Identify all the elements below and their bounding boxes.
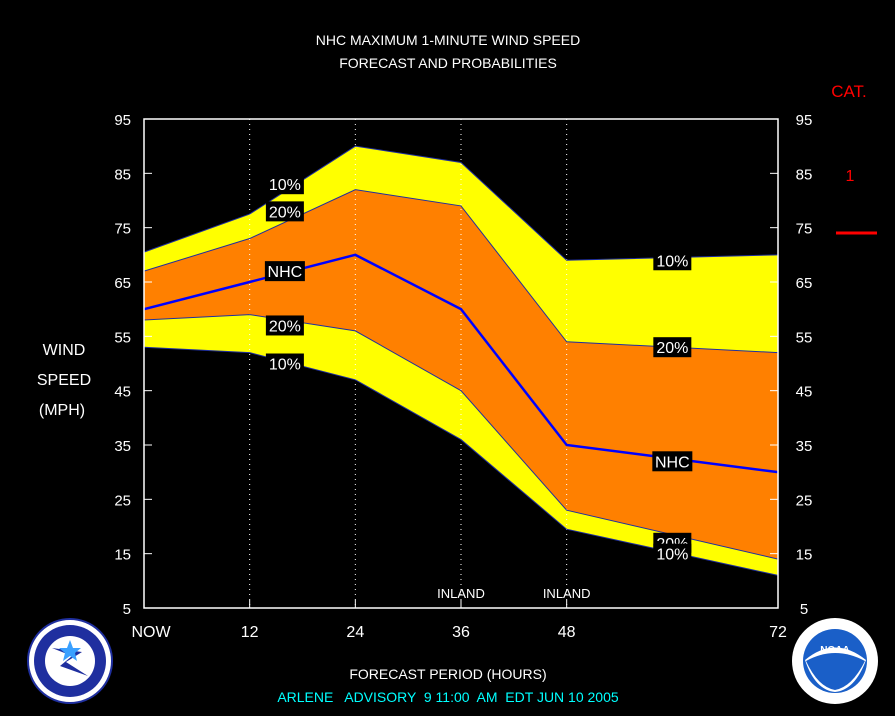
noaa-logo: NOAA <box>792 618 878 704</box>
y-tick-label-right-65: 65 <box>796 275 813 292</box>
probability-bands <box>144 146 778 576</box>
series-label-6: 20% <box>656 340 688 357</box>
inland-label-36: INLAND <box>437 586 485 601</box>
series-line-forecast <box>143 253 779 474</box>
series-label-bg-3 <box>265 315 304 336</box>
series-label-3: 20% <box>269 318 301 335</box>
series-label-1: 20% <box>269 204 301 221</box>
x-tick-label-72: 72 <box>769 624 787 641</box>
y-tick-label-right-95: 95 <box>796 112 813 129</box>
y-tick-label-right-75: 75 <box>796 221 813 238</box>
y-tick-label-right-15: 15 <box>796 547 813 564</box>
y-axis-label-line2: SPEED <box>37 372 91 389</box>
series-label-bg-0 <box>265 174 304 195</box>
category-heading: CAT. <box>831 82 867 101</box>
series-label-7: NHC <box>655 454 690 471</box>
y-tick-label-left-15: 15 <box>114 547 131 564</box>
series-label-bg-2 <box>264 261 305 282</box>
x-axis-ticks: NOW 12 24 36 48 72 <box>131 600 787 641</box>
y-tick-label-right-5: 5 <box>800 601 808 618</box>
x-tick-label-0: NOW <box>131 624 171 641</box>
x-tick-label-24: 24 <box>346 624 364 641</box>
series-label-0: 10% <box>269 177 301 194</box>
y-axis-label-line1: WIND <box>43 342 86 359</box>
y-tick-label-left-45: 45 <box>114 384 131 401</box>
y-tick-label-right-35: 35 <box>796 438 813 455</box>
x-tick-label-48: 48 <box>558 624 576 641</box>
x-axis-label: FORECAST PERIOD (HOURS) <box>349 666 546 682</box>
chart-title-line2: FORECAST AND PROBABILITIES <box>339 55 557 71</box>
y-tick-label-left-35: 35 <box>114 438 131 455</box>
y-tick-label-left-65: 65 <box>114 275 131 292</box>
series-label-bg-6 <box>653 337 692 358</box>
series-label-bg-4 <box>265 353 304 374</box>
y-tick-label-right-25: 25 <box>796 492 813 509</box>
series-label-bg-1 <box>265 201 304 222</box>
chart-title-line1: NHC MAXIMUM 1-MINUTE WIND SPEED <box>316 32 580 48</box>
series-line-upper-10 <box>143 145 779 261</box>
y-tick-label-left-25: 25 <box>114 492 131 509</box>
y-tick-label-left-75: 75 <box>114 221 131 238</box>
series-label-5: 10% <box>656 253 688 270</box>
series-lines <box>143 145 779 576</box>
series-line-lower-10 <box>143 346 779 576</box>
category-value: 1 <box>846 168 855 185</box>
x-tick-label-12: 12 <box>241 624 259 641</box>
y-tick-label-left-5: 5 <box>123 601 131 618</box>
series-label-bg-7 <box>652 451 693 472</box>
series-label-4: 10% <box>269 357 301 374</box>
nws-logo <box>27 618 113 704</box>
y-tick-label-right-85: 85 <box>796 166 813 183</box>
y-axis-label-line3: (MPH) <box>39 402 85 419</box>
series-label-bg-9 <box>653 543 692 564</box>
noaa-logo-text: NOAA <box>820 645 849 656</box>
series-label-9: 10% <box>656 547 688 564</box>
y-tick-label-left-85: 85 <box>114 166 131 183</box>
series-line-lower-20 <box>143 314 779 560</box>
y-tick-label-right-45: 45 <box>796 384 813 401</box>
y-tick-label-right-55: 55 <box>796 329 813 346</box>
y-tick-label-left-95: 95 <box>114 112 131 129</box>
inland-label-48: INLAND <box>543 586 591 601</box>
series-label-bg-5 <box>653 250 692 271</box>
y-tick-label-left-55: 55 <box>114 329 131 346</box>
x-tick-label-36: 36 <box>452 624 470 641</box>
inland-markers: INLAND INLAND <box>437 586 590 601</box>
series-line-upper-20 <box>143 189 779 354</box>
series-label-2: NHC <box>268 264 303 281</box>
advisory-footer: ARLENE ADVISORY 9 11:00 AM EDT JUN 10 20… <box>277 689 619 705</box>
